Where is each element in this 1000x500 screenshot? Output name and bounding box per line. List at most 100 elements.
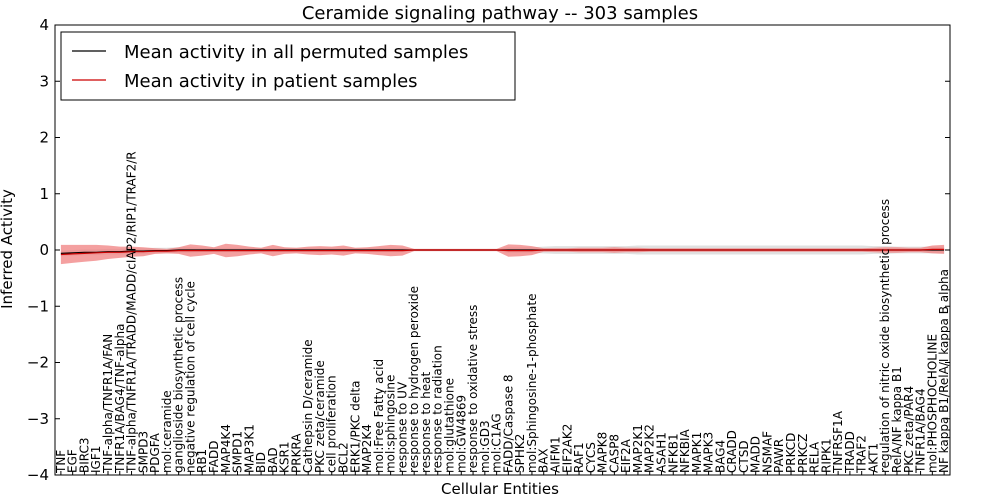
legend-box xyxy=(60,31,516,101)
category-label: mol:GD3 xyxy=(478,420,492,473)
category-label: Cathepsin D/ceramide xyxy=(301,339,315,473)
category-label: RB1 xyxy=(195,449,209,473)
category-label: CASP8 xyxy=(607,434,621,473)
category-label: RIPK1 xyxy=(819,438,833,473)
category-label: MAPK8 xyxy=(596,432,610,473)
category-label: TRADD xyxy=(843,431,857,474)
category-label: BAG4 xyxy=(713,440,727,473)
category-label: MAP4K4 xyxy=(219,424,233,473)
y-tick-label: 3 xyxy=(39,72,49,90)
category-label: TNFR1A/BAG4 xyxy=(914,388,928,474)
category-label: EGF xyxy=(66,449,80,473)
category-label: MAPK1 xyxy=(690,432,704,473)
category-label: RELA xyxy=(808,441,822,473)
category-label: NSMAF xyxy=(761,431,775,473)
category-label: cell proliferation xyxy=(325,375,339,473)
y-tick-label: −1 xyxy=(27,297,49,315)
category-label: mol:PHOSPHOCHOLINE xyxy=(925,334,939,473)
category-labels: TNFEGFBIRC3IGF1TNF-alpha/TNFR1A/FANTNFR1… xyxy=(54,151,951,475)
category-label: MAPK3 xyxy=(702,432,716,473)
category-label: NFKBIA xyxy=(678,428,692,473)
category-label: TNF xyxy=(54,450,68,474)
category-label: PKC zeta/ceramide xyxy=(313,360,327,473)
category-label: AIFM1 xyxy=(549,436,563,473)
category-label: CTSD xyxy=(737,440,751,473)
y-axis-ticks: −4 −3 −2 −1 0 1 2 3 4 xyxy=(27,16,950,484)
category-label: FADD xyxy=(207,441,221,474)
category-label: EIF2AK2 xyxy=(560,424,574,473)
category-label: mol:C1AG xyxy=(490,413,504,473)
category-label: CRADD xyxy=(725,430,739,473)
y-tick-label: 4 xyxy=(39,16,49,34)
category-label: response to UV xyxy=(395,381,409,473)
category-label: response to oxidative stress xyxy=(466,305,480,473)
category-label: FADD/Caspase 8 xyxy=(501,374,515,473)
category-label: NF kappa B1/RelA/I kappa B alpha xyxy=(937,269,951,473)
category-label: regulation of nitric oxide biosynthetic … xyxy=(878,199,892,473)
series-lines xyxy=(60,248,945,256)
category-label: TNF-alpha/TNFR1A/FAN xyxy=(101,334,115,474)
category-label: mol:sphingosine xyxy=(384,375,398,473)
category-label: RAF1 xyxy=(572,442,586,473)
category-label: BIRC3 xyxy=(77,437,91,473)
category-label: PRKCD xyxy=(784,433,798,473)
category-label: response to radiation xyxy=(431,345,445,473)
category-label: NFKB1 xyxy=(666,433,680,473)
y-tick-label: 2 xyxy=(39,129,49,147)
category-label: mol:ceramide xyxy=(160,390,174,473)
category-label: SPHK2 xyxy=(513,434,527,473)
category-label: BAX xyxy=(537,448,551,473)
category-label: TNF-alpha/TNFR1A/TRADD/MADD/cIAP2/RIP1/T… xyxy=(125,151,139,474)
category-label: PRKRA xyxy=(289,433,303,473)
category-label: RelA/NF kappa B1 xyxy=(890,366,904,473)
category-label: mol:glutathione xyxy=(443,378,457,473)
category-label: mol:GW4869 xyxy=(454,395,468,473)
category-label: ASAH1 xyxy=(655,432,669,473)
legend-label-patient: Mean activity in patient samples xyxy=(124,71,418,92)
y-tick-label: −2 xyxy=(27,354,49,372)
category-label: AKT1 xyxy=(867,443,881,473)
category-label: PAWR xyxy=(772,439,786,473)
chart-title: Ceramide signaling pathway -- 303 sample… xyxy=(302,3,698,24)
category-label: SMPD3 xyxy=(136,431,150,473)
category-label: ganglioside biosynthetic process xyxy=(172,277,186,473)
category-label: response to heat xyxy=(419,371,433,473)
confidence-bands xyxy=(60,243,945,265)
category-label: ERK1/PKC delta xyxy=(348,380,362,473)
x-axis-label: Cellular Entities xyxy=(441,480,559,498)
legend-label-permuted: Mean activity in all permuted samples xyxy=(124,42,468,63)
category-label: PRKCZ xyxy=(796,434,810,473)
y-tick-label: −4 xyxy=(27,466,49,484)
category-label: PDGFA xyxy=(148,432,162,473)
category-label: mol:Free Fatty acid xyxy=(372,359,386,473)
category-label: BAD xyxy=(266,447,280,473)
category-label: MAP2K2 xyxy=(643,424,657,473)
category-label: negative regulation of cell cycle xyxy=(183,281,197,473)
category-label: MAP2K1 xyxy=(631,424,645,473)
line-patient xyxy=(60,248,945,256)
category-label: KSR1 xyxy=(278,442,292,473)
y-axis-label: Inferred Activity xyxy=(0,189,16,309)
category-label: mol:Sphingosine-1-phosphate xyxy=(525,294,539,474)
category-label: TNFR1A/BAG4/TNF-alpha xyxy=(113,324,127,474)
band-patient xyxy=(60,243,945,265)
category-label: MADD xyxy=(749,436,763,473)
category-label: IGF1 xyxy=(89,446,103,473)
y-tick-label: 1 xyxy=(39,185,49,203)
legend: Mean activity in all permuted samples Me… xyxy=(60,31,516,101)
category-label: MAP2K4 xyxy=(360,424,374,473)
y-tick-label: 0 xyxy=(39,241,49,259)
category-label: response to hydrogen peroxide xyxy=(407,286,421,473)
category-label: TNFRSF1A xyxy=(831,410,845,474)
category-label: TRAF2 xyxy=(855,435,869,474)
category-label: MAP3K1 xyxy=(242,424,256,473)
category-label: CYCS xyxy=(584,442,598,473)
category-label: EIF2A xyxy=(619,438,633,473)
category-label: SMPD1 xyxy=(231,431,245,473)
category-label: PKC zeta/PAR4 xyxy=(902,386,916,473)
plot-frame xyxy=(54,24,951,476)
y-tick-label: −3 xyxy=(27,410,49,428)
category-label: BCL2 xyxy=(337,442,351,473)
category-label: BID xyxy=(254,452,268,473)
